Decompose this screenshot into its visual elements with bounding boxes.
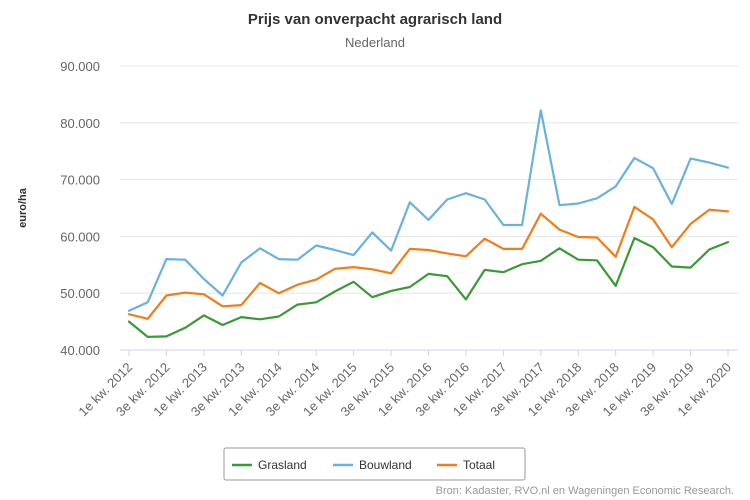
legend: Grasland Bouwland Totaal [223,447,526,481]
y-tick-label: 60.000 [60,229,100,244]
y-axis-ticks: 40.000 50.000 60.000 70.000 80.000 90.000 [60,59,100,358]
series-lines [127,109,730,338]
legend-item-totaal[interactable]: Totaal [437,458,495,472]
legend-label-grasland: Grasland [258,458,307,472]
series-line-totaal[interactable] [127,205,730,320]
chart-subtitle: Nederland [345,35,405,50]
legend-item-grasland[interactable]: Grasland [232,458,307,472]
gridlines [120,65,738,351]
y-tick-label: 70.000 [60,173,100,188]
y-tick-label: 40.000 [60,343,100,358]
chart-title: Prijs van onverpacht agrarisch land [248,11,502,28]
legend-label-bouwland: Bouwland [359,458,412,472]
legend-item-bouwland[interactable]: Bouwland [333,458,412,472]
y-tick-label: 90.000 [60,59,100,74]
y-tick-label: 80.000 [60,116,100,131]
series-line-grasland[interactable] [127,237,730,338]
series-line-bouwland[interactable] [127,109,730,312]
y-tick-label: 50.000 [60,286,100,301]
legend-label-totaal: Totaal [463,458,495,472]
y-axis-label: euro/ha [17,187,29,228]
credit-text: Bron: Kadaster, RVO.nl en Wageningen Eco… [436,485,734,497]
legend-box [223,447,526,481]
